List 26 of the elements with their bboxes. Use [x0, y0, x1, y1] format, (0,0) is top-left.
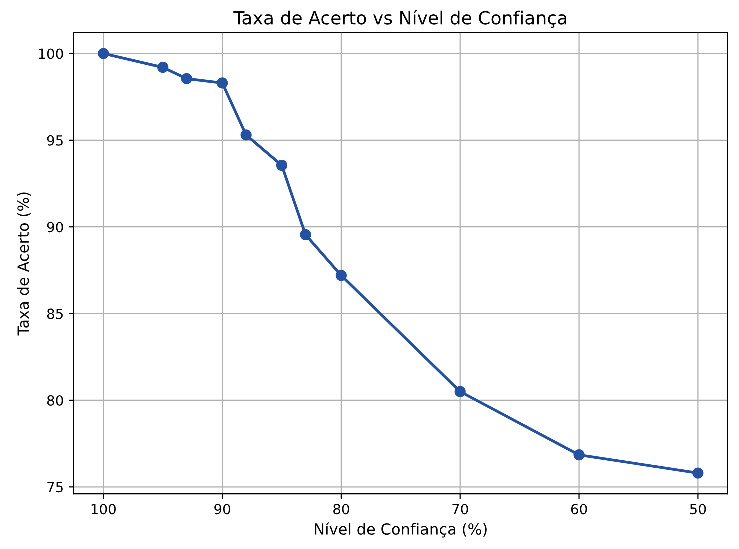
y-tick-label: 75	[48, 482, 63, 493]
chart-title: Taxa de Acerto vs Nível de Confiança	[234, 10, 566, 28]
point	[98, 48, 110, 60]
x-tick-label: 50	[690, 504, 706, 515]
x-tick-label: 80	[334, 504, 350, 515]
y-tick-label: 85	[47, 308, 63, 320]
point	[454, 386, 466, 398]
point	[181, 73, 192, 84]
point	[216, 78, 228, 89]
y-tick-label: 90	[47, 222, 64, 233]
point	[574, 450, 585, 461]
x-tick-label: 90	[214, 504, 230, 515]
point	[300, 229, 312, 240]
point	[240, 130, 252, 141]
point	[276, 160, 288, 172]
y-tick-label: 80	[47, 395, 64, 406]
point	[692, 468, 704, 479]
y-tick-label: 100	[39, 48, 64, 60]
y-tick-label: 95	[47, 135, 63, 146]
point	[158, 62, 169, 74]
y-axis-title: Taxa de Acerto (%)	[17, 192, 31, 336]
x-axis-title: Nível de Confiança (%)	[315, 522, 487, 538]
x-tick-label: 70	[452, 504, 468, 515]
x-tick-label: 100	[92, 504, 116, 515]
x-tick-label: 60	[571, 504, 588, 515]
point	[336, 270, 348, 282]
